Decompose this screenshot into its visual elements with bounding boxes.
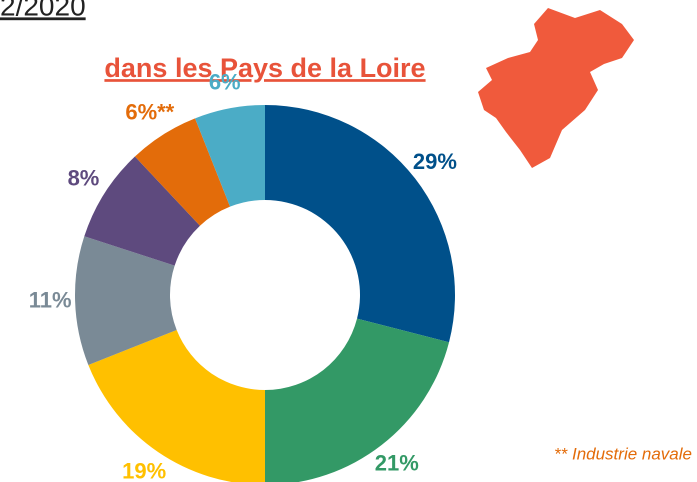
donut-segment	[84, 156, 200, 266]
chart-title: dans les Pays de la Loire	[104, 53, 425, 83]
region-map	[478, 8, 634, 168]
footnote: ** Industrie navale	[554, 444, 692, 463]
data-label: 6%	[209, 70, 241, 95]
data-label: 8%	[68, 166, 100, 191]
donut-segment	[265, 318, 450, 482]
donut-segment	[74, 236, 177, 365]
donut-segment	[134, 118, 231, 226]
data-label: 6%**	[125, 99, 174, 124]
donut-segment	[265, 105, 455, 343]
data-label: 29%	[413, 149, 457, 174]
date: 2/2020	[0, 0, 86, 21]
donut-segment	[195, 105, 265, 207]
data-label: 11%	[29, 288, 72, 313]
data-label: 21%	[375, 451, 419, 476]
donut-segment	[88, 329, 265, 482]
data-label: 19%	[122, 459, 166, 482]
